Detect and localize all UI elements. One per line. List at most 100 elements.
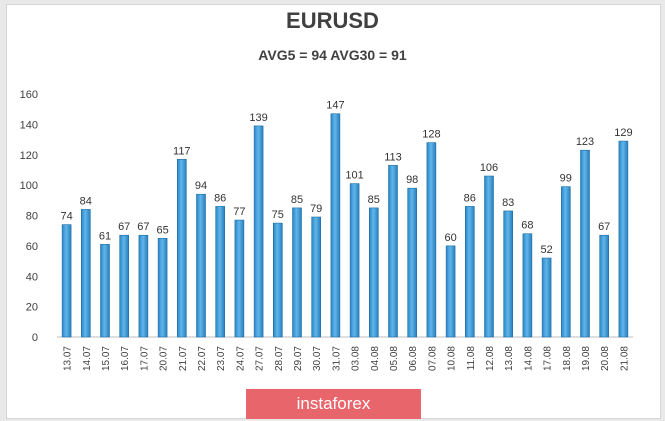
y-tick-label: 20 bbox=[26, 302, 38, 314]
data-label: 147 bbox=[326, 100, 344, 112]
x-tick-label: 12.08 bbox=[485, 346, 496, 371]
x-tick-label: 18.08 bbox=[562, 346, 573, 371]
bar bbox=[234, 219, 245, 338]
bar bbox=[388, 165, 398, 338]
x-tick-label: 22.07 bbox=[197, 346, 208, 371]
x-tick-label: 06.08 bbox=[408, 346, 419, 371]
x-tick-label: 05.08 bbox=[389, 346, 400, 371]
y-tick-label: 0 bbox=[32, 332, 38, 344]
x-tick-label: 24.07 bbox=[235, 346, 246, 371]
x-tick-label: 27.07 bbox=[255, 346, 266, 371]
x-tick-label: 17.08 bbox=[543, 346, 554, 371]
data-label: 128 bbox=[422, 129, 440, 141]
bar bbox=[81, 209, 91, 338]
bar bbox=[503, 210, 514, 338]
bar bbox=[580, 149, 590, 338]
bar bbox=[177, 159, 187, 338]
x-tick-label: 03.08 bbox=[351, 346, 362, 371]
bar bbox=[61, 224, 72, 338]
chart-title: EURUSD bbox=[286, 8, 379, 33]
data-label: 139 bbox=[249, 112, 267, 124]
x-tick-label: 15.07 bbox=[101, 346, 112, 371]
x-tick-label: 20.08 bbox=[600, 346, 611, 371]
chart-subtitle: AVG5 = 94 AVG30 = 91 bbox=[258, 47, 407, 63]
instaforex-watermark: instaforex bbox=[246, 389, 421, 419]
x-axis: 13.07 14.07 15.07 16.07 17.07 20.07 21.07 22.07… bbox=[63, 346, 631, 371]
bar bbox=[426, 142, 437, 338]
data-label: 61 bbox=[99, 230, 111, 242]
bar bbox=[484, 175, 494, 338]
bar bbox=[196, 193, 206, 338]
y-tick-label: 160 bbox=[20, 89, 38, 101]
x-tick-label: 21.07 bbox=[178, 346, 189, 371]
data-label: 117 bbox=[173, 145, 191, 157]
bar bbox=[464, 206, 475, 338]
bar bbox=[119, 234, 129, 338]
x-tick-label: 16.07 bbox=[120, 346, 131, 371]
data-label: 67 bbox=[137, 221, 149, 233]
data-label: 113 bbox=[384, 151, 402, 163]
x-tick-label: 20.07 bbox=[159, 346, 170, 371]
x-tick-label: 23.07 bbox=[216, 346, 227, 371]
y-tick-label: 120 bbox=[20, 150, 38, 162]
data-label: 106 bbox=[480, 162, 498, 174]
y-tick-label: 40 bbox=[26, 271, 38, 283]
data-label: 79 bbox=[310, 203, 322, 215]
bar bbox=[292, 207, 302, 338]
data-label: 52 bbox=[540, 244, 552, 256]
data-label: 68 bbox=[521, 220, 533, 232]
data-label: 86 bbox=[214, 192, 226, 204]
data-label: 85 bbox=[291, 194, 303, 206]
data-label: 67 bbox=[598, 221, 610, 233]
data-label: 67 bbox=[118, 221, 130, 233]
bar bbox=[445, 245, 456, 338]
data-label: 77 bbox=[233, 206, 245, 218]
x-tick-label: 14.08 bbox=[523, 346, 534, 371]
data-label: 60 bbox=[444, 232, 456, 244]
y-tick-label: 80 bbox=[26, 211, 38, 223]
data-label: 99 bbox=[560, 173, 572, 185]
x-tick-label: 30.07 bbox=[312, 346, 323, 371]
x-tick-label: 13.08 bbox=[504, 346, 515, 371]
bar bbox=[560, 186, 571, 338]
y-axis: 0 20 40 60 80 100 120 140 160 bbox=[20, 89, 633, 344]
bar bbox=[618, 140, 629, 338]
x-tick-label: 04.08 bbox=[370, 346, 381, 371]
x-tick-label: 13.07 bbox=[63, 346, 74, 371]
bar bbox=[330, 113, 341, 338]
data-label: 123 bbox=[576, 136, 594, 148]
x-tick-label: 21.08 bbox=[619, 346, 630, 371]
bar bbox=[253, 125, 264, 338]
x-tick-label: 28.07 bbox=[274, 346, 285, 371]
bar bbox=[349, 183, 360, 338]
x-tick-label: 29.07 bbox=[293, 346, 304, 371]
data-label: 94 bbox=[195, 180, 207, 192]
data-label: 65 bbox=[156, 224, 168, 236]
x-tick-label: 31.07 bbox=[331, 346, 342, 371]
x-tick-label: 07.08 bbox=[427, 346, 438, 371]
data-label: 75 bbox=[272, 209, 284, 221]
data-label: 129 bbox=[614, 127, 632, 139]
bar bbox=[215, 206, 225, 338]
data-label: 98 bbox=[406, 174, 418, 186]
bar bbox=[157, 237, 168, 338]
bars-group: 74 84 61 67 67 65 117 94 86 77 139 75 85 79 147 101 85 11… bbox=[60, 100, 633, 338]
data-label: 83 bbox=[502, 197, 514, 209]
y-tick-label: 100 bbox=[20, 180, 38, 192]
bar bbox=[368, 207, 379, 338]
y-tick-label: 140 bbox=[20, 119, 38, 131]
x-tick-label: 10.08 bbox=[447, 346, 458, 371]
data-label: 74 bbox=[60, 211, 72, 223]
bar bbox=[100, 244, 110, 338]
x-tick-label: 11.08 bbox=[466, 346, 477, 371]
bar bbox=[138, 234, 149, 338]
bar bbox=[407, 187, 418, 338]
bar bbox=[522, 233, 533, 338]
x-tick-label: 19.08 bbox=[581, 346, 592, 371]
data-label: 85 bbox=[368, 194, 380, 206]
bar bbox=[272, 222, 283, 338]
x-tick-label: 17.07 bbox=[139, 346, 150, 371]
bar bbox=[311, 216, 322, 338]
data-label: 84 bbox=[80, 195, 92, 207]
